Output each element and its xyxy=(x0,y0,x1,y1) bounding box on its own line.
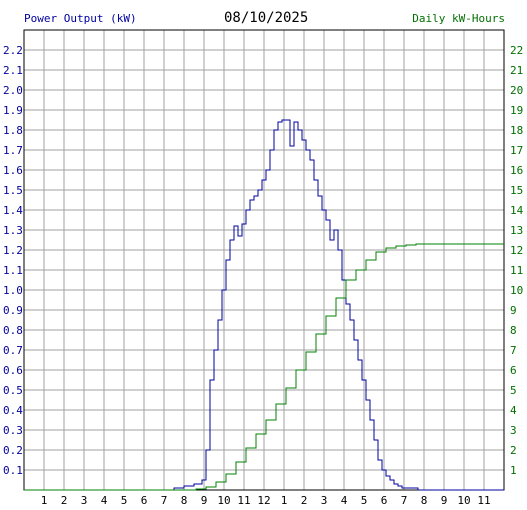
right-tick-label: 10 xyxy=(510,284,523,297)
chart-date-title: 08/10/2025 xyxy=(224,10,309,26)
right-tick-label: 9 xyxy=(510,304,517,317)
right-tick-label: 18 xyxy=(510,124,523,137)
right-tick-label: 19 xyxy=(510,104,523,117)
x-tick-label: 9 xyxy=(201,494,208,507)
right-tick-label: 20 xyxy=(510,84,523,97)
right-tick-label: 3 xyxy=(510,424,517,437)
energy-series-line xyxy=(24,243,504,491)
power-series-line xyxy=(24,119,504,491)
left-tick-label: 0.5 xyxy=(3,384,23,397)
left-tick-label: 0.4 xyxy=(3,404,23,417)
left-tick-label: 1.6 xyxy=(3,164,23,177)
left-tick-label: 2.2 xyxy=(3,44,23,57)
left-tick-label: 1.1 xyxy=(3,264,23,277)
right-tick-label: 14 xyxy=(510,204,524,217)
x-tick-label: 2 xyxy=(301,494,308,507)
x-tick-label: 4 xyxy=(341,494,348,507)
right-tick-label: 13 xyxy=(510,224,523,237)
x-tick-label: 1 xyxy=(41,494,48,507)
left-tick-label: 1.0 xyxy=(3,284,23,297)
right-axis-title: Daily kW-Hours xyxy=(412,12,505,25)
right-tick-label: 16 xyxy=(510,164,523,177)
x-tick-label: 3 xyxy=(321,494,328,507)
right-tick-label: 4 xyxy=(510,404,517,417)
x-tick-label: 8 xyxy=(181,494,188,507)
x-tick-label: 11 xyxy=(477,494,490,507)
x-tick-label: 6 xyxy=(141,494,148,507)
x-tick-label: 7 xyxy=(401,494,408,507)
x-tick-label: 6 xyxy=(381,494,388,507)
right-tick-label: 6 xyxy=(510,364,517,377)
plot-frame xyxy=(23,29,505,491)
x-tick-label: 10 xyxy=(457,494,470,507)
left-tick-label: 0.7 xyxy=(3,344,23,357)
left-tick-label: 1.8 xyxy=(3,124,23,137)
x-tick-label: 1 xyxy=(281,494,288,507)
x-tick-label: 12 xyxy=(257,494,270,507)
left-tick-label: 1.3 xyxy=(3,224,23,237)
x-tick-label: 7 xyxy=(161,494,168,507)
left-tick-label: 0.6 xyxy=(3,364,23,377)
x-tick-label: 3 xyxy=(81,494,88,507)
left-tick-label: 2.0 xyxy=(3,84,23,97)
right-tick-label: 5 xyxy=(510,384,517,397)
right-tick-label: 22 xyxy=(510,44,523,57)
left-tick-label: 2.1 xyxy=(3,64,23,77)
x-tick-label: 2 xyxy=(61,494,68,507)
right-tick-label: 2 xyxy=(510,444,517,457)
x-tick-label: 4 xyxy=(101,494,108,507)
left-tick-label: 0.3 xyxy=(3,424,23,437)
left-tick-label: 1.5 xyxy=(3,184,23,197)
x-tick-label: 5 xyxy=(121,494,128,507)
right-tick-label: 11 xyxy=(510,264,523,277)
x-tick-label: 5 xyxy=(361,494,368,507)
right-tick-label: 7 xyxy=(510,344,517,357)
left-tick-label: 0.1 xyxy=(3,464,23,477)
x-tick-label: 9 xyxy=(441,494,448,507)
x-tick-label: 8 xyxy=(421,494,428,507)
right-tick-label: 21 xyxy=(510,64,523,77)
left-tick-label: 1.2 xyxy=(3,244,23,257)
right-tick-label: 17 xyxy=(510,144,523,157)
x-tick-label: 10 xyxy=(217,494,230,507)
left-tick-label: 0.8 xyxy=(3,324,23,337)
right-tick-label: 15 xyxy=(510,184,523,197)
left-tick-label: 1.4 xyxy=(3,204,23,217)
right-tick-label: 8 xyxy=(510,324,517,337)
right-tick-label: 1 xyxy=(510,464,517,477)
x-tick-label: 11 xyxy=(237,494,250,507)
left-tick-label: 0.2 xyxy=(3,444,23,457)
left-tick-label: 1.7 xyxy=(3,144,23,157)
left-tick-label: 0.9 xyxy=(3,304,23,317)
right-tick-label: 12 xyxy=(510,244,523,257)
left-axis-title: Power Output (kW) xyxy=(24,12,137,25)
left-tick-label: 1.9 xyxy=(3,104,23,117)
